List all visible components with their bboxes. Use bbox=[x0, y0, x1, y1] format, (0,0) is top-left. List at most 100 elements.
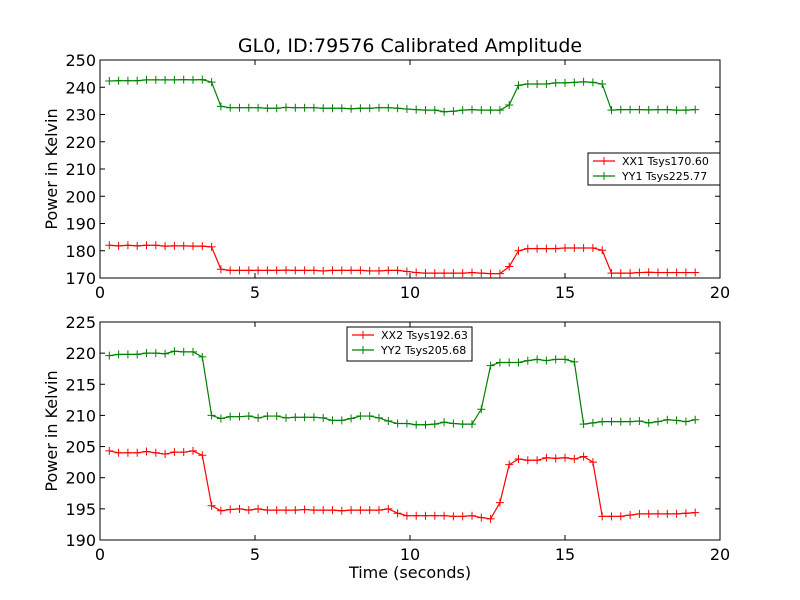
data-point bbox=[551, 244, 560, 253]
legend-marker bbox=[600, 157, 608, 165]
data-point bbox=[319, 104, 328, 113]
data-point bbox=[570, 78, 579, 87]
data-point bbox=[458, 269, 467, 278]
series-line bbox=[109, 450, 696, 520]
data-point bbox=[468, 511, 476, 520]
y-tick-label: 170 bbox=[65, 269, 96, 288]
legend: XX2 Tsys192.63 YY2 Tsys205.68 bbox=[346, 326, 473, 362]
data-point bbox=[328, 506, 337, 515]
axes-frame bbox=[99, 321, 721, 541]
data-point bbox=[133, 448, 142, 457]
data-point bbox=[681, 268, 690, 277]
data-point bbox=[505, 262, 514, 271]
data-point bbox=[598, 512, 607, 521]
data-point bbox=[402, 511, 411, 520]
data-point bbox=[161, 450, 170, 459]
data-point bbox=[189, 347, 197, 356]
data-point bbox=[514, 455, 523, 464]
data-point bbox=[384, 504, 393, 513]
data-point bbox=[114, 76, 123, 85]
data-point bbox=[123, 448, 132, 457]
data-point bbox=[170, 347, 179, 356]
data-point bbox=[216, 265, 225, 274]
data-point bbox=[486, 361, 495, 370]
legend-label: XX2 Tsys192.63 bbox=[381, 329, 468, 342]
data-point bbox=[179, 75, 188, 84]
data-point bbox=[291, 266, 300, 275]
y-axis-label: Power in Kelvin bbox=[42, 370, 61, 491]
data-point bbox=[151, 448, 160, 457]
data-point bbox=[458, 106, 467, 115]
x-tick-label: 5 bbox=[250, 545, 260, 564]
data-point bbox=[235, 103, 244, 112]
data-point bbox=[588, 458, 597, 467]
data-point bbox=[421, 106, 430, 115]
legend: XX1 Tsys170.60 YY1 Tsys225.77 bbox=[587, 152, 721, 186]
data-point bbox=[440, 418, 449, 427]
y-tick-label: 215 bbox=[65, 375, 96, 394]
legend-box bbox=[587, 152, 721, 186]
data-point bbox=[421, 420, 430, 429]
data-point bbox=[356, 266, 365, 275]
data-point bbox=[579, 244, 588, 253]
legend-marker bbox=[600, 172, 608, 180]
data-point bbox=[421, 269, 430, 278]
data-point bbox=[365, 104, 374, 113]
data-point bbox=[170, 75, 179, 84]
data-point bbox=[393, 419, 402, 428]
data-point bbox=[244, 266, 253, 275]
data-point bbox=[300, 266, 309, 275]
data-point bbox=[542, 356, 551, 365]
data-point bbox=[309, 103, 318, 112]
y-tick-label: 220 bbox=[65, 344, 96, 363]
data-point bbox=[495, 106, 504, 115]
data-point bbox=[635, 417, 644, 426]
data-point bbox=[300, 413, 309, 422]
data-point bbox=[254, 103, 263, 112]
data-point bbox=[300, 505, 309, 514]
chart-title: GL0, ID:79576 Calibrated Amplitude bbox=[238, 35, 582, 57]
data-point bbox=[663, 268, 672, 277]
y-tick-label: 200 bbox=[65, 187, 96, 206]
data-point bbox=[300, 103, 309, 112]
data-point bbox=[142, 349, 151, 358]
data-point bbox=[319, 266, 328, 275]
x-tick-label: 15 bbox=[555, 283, 575, 302]
legend-label: XX1 Tsys170.60 bbox=[622, 155, 709, 168]
data-point bbox=[477, 106, 486, 115]
y-tick-label: 205 bbox=[65, 438, 96, 457]
data-point bbox=[533, 355, 542, 364]
data-point bbox=[244, 103, 253, 112]
data-point bbox=[402, 267, 411, 276]
data-point bbox=[561, 244, 569, 253]
data-point bbox=[216, 102, 225, 111]
data-point bbox=[133, 350, 142, 359]
data-point bbox=[235, 412, 244, 421]
data-point bbox=[151, 241, 160, 250]
x-tick-label: 20 bbox=[710, 283, 730, 302]
data-point bbox=[644, 509, 653, 518]
data-point bbox=[105, 241, 114, 250]
data-point bbox=[468, 105, 476, 114]
data-point bbox=[198, 75, 207, 84]
data-point bbox=[263, 266, 272, 275]
data-point bbox=[505, 100, 514, 109]
y-tick-label: 230 bbox=[65, 106, 96, 125]
data-point bbox=[291, 413, 300, 422]
data-point bbox=[263, 506, 272, 515]
data-point bbox=[654, 268, 662, 277]
data-point bbox=[672, 509, 681, 518]
data-point bbox=[226, 412, 235, 421]
data-point bbox=[179, 448, 188, 457]
data-point bbox=[114, 241, 123, 250]
legend-marker bbox=[359, 346, 367, 354]
y-tick-label: 210 bbox=[65, 406, 96, 425]
bottom-panel: Power in Kelvin Time (seconds) 0 5 10 15 20 1… bbox=[42, 313, 730, 582]
data-point bbox=[105, 446, 114, 455]
data-point bbox=[579, 420, 588, 429]
y-tick-label: 180 bbox=[65, 242, 96, 261]
data-point bbox=[533, 79, 542, 88]
data-point bbox=[282, 506, 290, 515]
x-tick-label: 0 bbox=[95, 283, 105, 302]
data-point bbox=[123, 241, 132, 250]
